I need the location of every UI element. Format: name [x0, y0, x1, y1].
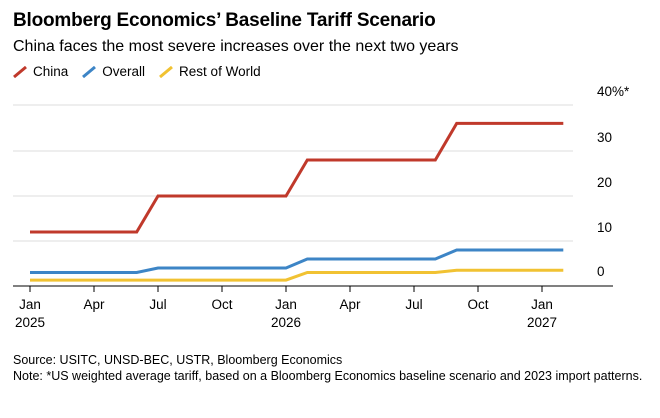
y-tick-label-30: 30	[597, 130, 612, 145]
x-tick-year-8: 2027	[527, 315, 557, 330]
chart-footer: Source: USITC, UNSD-BEC, USTR, Bloomberg…	[13, 352, 643, 384]
series-line-rest-of-world	[30, 268, 564, 282]
x-tick-label-2: Jul	[149, 297, 166, 312]
x-tick-label-3: Oct	[211, 297, 232, 312]
x-tick-label-7: Oct	[467, 297, 488, 312]
x-tick-label-8: Jan	[531, 297, 553, 312]
note-text: Note: *US weighted average tariff, based…	[13, 369, 643, 383]
chart-title: Bloomberg Economics’ Baseline Tariff Sce…	[13, 10, 436, 31]
series-line-overall	[30, 248, 564, 274]
legend-item-overall: Overall	[82, 64, 145, 79]
x-tick-label-4: Jan	[275, 297, 297, 312]
legend-label-overall: Overall	[102, 64, 146, 79]
legend-item-rest-of-world: Rest of World	[159, 64, 261, 79]
series-line-china	[30, 121, 564, 234]
legend-item-china: China	[13, 64, 68, 79]
x-tick-year-0: 2025	[15, 315, 45, 330]
y-tick-label-40: 40%*	[597, 84, 630, 99]
legend: China Overall Rest of World	[13, 64, 275, 79]
legend-label-china: China	[33, 64, 69, 79]
legend-swatch-china	[13, 65, 27, 78]
x-tick-label-5: Apr	[339, 297, 361, 312]
x-tick-year-4: 2026	[271, 315, 301, 330]
x-tick-label-0: Jan	[19, 297, 41, 312]
y-tick-label-20: 20	[597, 175, 612, 190]
legend-swatch-rest-of-world	[159, 65, 174, 78]
x-tick-label-6: Jul	[405, 297, 422, 312]
y-tick-label-0: 0	[597, 264, 605, 279]
line-chart: 0 10 20 30 40%* Jan 2025 Apr Jul Oct Jan 2026 Apr Jul…	[13, 84, 630, 330]
source-text: Source: USITC, UNSD-BEC, USTR, Bloomberg…	[13, 353, 343, 367]
x-tick-label-1: Apr	[83, 297, 105, 312]
chart-subtitle: China faces the most severe increases ov…	[13, 38, 459, 55]
legend-swatch-overall	[82, 65, 97, 78]
y-tick-label-10: 10	[597, 220, 612, 235]
legend-label-rest-of-world: Rest of World	[179, 64, 261, 79]
